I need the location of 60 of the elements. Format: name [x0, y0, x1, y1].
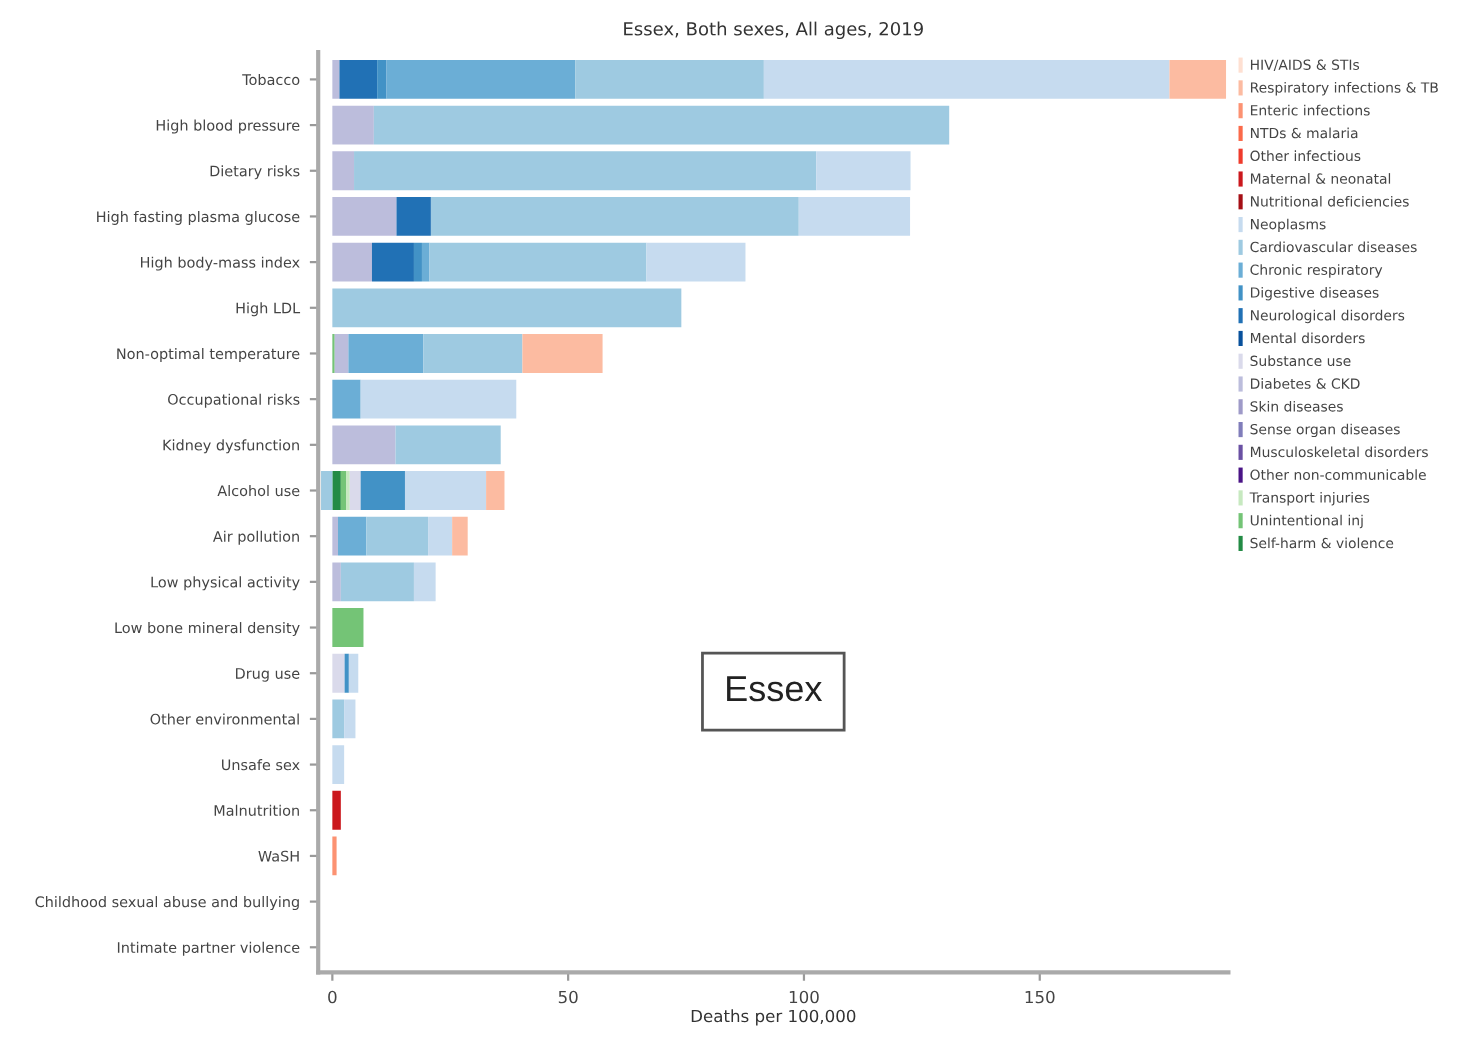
bar: [332, 562, 341, 602]
bar: [340, 562, 414, 602]
bar: [428, 516, 453, 556]
bar: [452, 516, 468, 556]
x-tick-label: 50: [558, 990, 578, 1004]
bar: [377, 59, 387, 99]
bar: [373, 105, 950, 145]
bar: [332, 197, 397, 236]
bar: [522, 334, 603, 373]
bar: [332, 471, 341, 510]
bar: [344, 699, 356, 739]
chart-title: Essex, Both sexes, All ages, 2019: [624, 21, 923, 40]
bar: [338, 516, 367, 556]
bar: [404, 471, 487, 510]
bar: [332, 105, 374, 145]
bar: [371, 242, 414, 282]
bar: [366, 516, 429, 556]
bar: [334, 334, 349, 373]
annotation: Essex: [727, 676, 823, 702]
bar: [332, 745, 345, 784]
bar: [349, 471, 361, 510]
bar: [816, 151, 911, 191]
bar: [321, 471, 333, 510]
bar: [413, 242, 422, 282]
bar: [386, 59, 576, 99]
bar: [332, 608, 364, 647]
bar: [429, 242, 647, 282]
bar: [798, 197, 911, 236]
bar: [423, 334, 523, 373]
bar: [332, 379, 361, 419]
bar: [430, 197, 799, 236]
bar: [348, 334, 424, 373]
bar: [486, 471, 505, 510]
bar: [339, 59, 378, 99]
bar: [575, 59, 764, 99]
bar: [360, 379, 517, 419]
bar: [332, 425, 396, 465]
bar: [332, 653, 345, 693]
bar: [396, 197, 431, 236]
bar: [332, 288, 682, 328]
bar: [332, 790, 341, 830]
bar: [354, 151, 817, 191]
bar: [332, 516, 339, 556]
bar: [646, 242, 746, 282]
x-tick-label: 0: [328, 990, 337, 1004]
bar: [332, 699, 345, 739]
bar: [1169, 59, 1227, 99]
bar: [332, 59, 340, 99]
bar: [763, 59, 1170, 99]
x-tick-label: 150: [1025, 990, 1055, 1004]
bar: [332, 151, 355, 191]
bar: [413, 562, 436, 602]
bar: [348, 653, 359, 693]
x-axis-title: Deaths per 100,000: [691, 1009, 856, 1026]
bar: [395, 425, 501, 465]
bar: [332, 242, 372, 282]
bar: [421, 242, 430, 282]
bar: [360, 471, 405, 510]
x-tick-label: 100: [789, 990, 819, 1004]
bar: [340, 471, 347, 510]
